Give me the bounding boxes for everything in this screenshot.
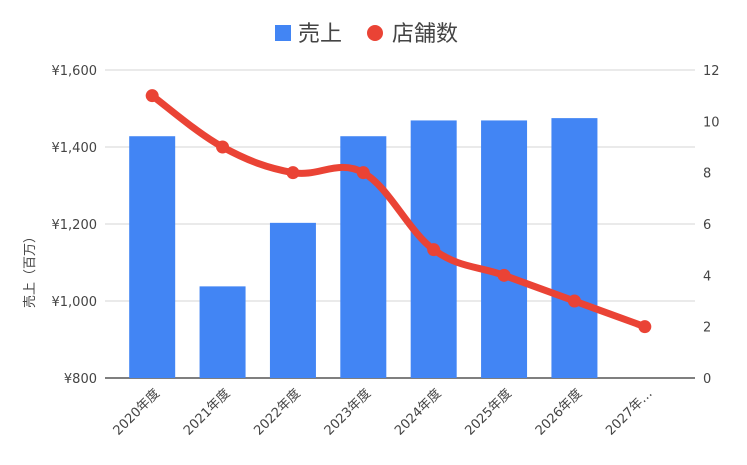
bar-2 [199, 286, 246, 378]
y-right-tick-label: 2 [703, 321, 711, 336]
gridlines [105, 69, 695, 379]
x-tick-label: 2027年… [603, 386, 655, 438]
line-point-5 [427, 243, 441, 257]
y-right-tick-label: 0 [703, 372, 711, 387]
x-tick-label: 2025年度 [462, 386, 515, 439]
legend-swatch-stores [367, 25, 383, 41]
line-series [145, 89, 652, 334]
x-tick-label: 2024年度 [391, 386, 444, 439]
y-right-tick-label: 10 [703, 115, 720, 130]
x-tick-label: 2026年度 [532, 386, 585, 439]
bar-1 [129, 136, 176, 378]
line-point-6 [497, 268, 511, 282]
x-tick-label: 2023年度 [321, 386, 374, 439]
x-tick-label: 2022年度 [251, 386, 304, 439]
y-left-tick-label: ¥1,200 [52, 218, 98, 233]
legend-swatch-sales [275, 25, 291, 41]
legend-label-stores: 店舗数 [392, 22, 458, 47]
line-point-4 [356, 166, 370, 180]
line-point-1 [145, 89, 159, 103]
legend-label-sales: 売上 [298, 22, 342, 47]
y-right-tick-label: 8 [703, 167, 711, 182]
y-axis-title: 売上（百万） [22, 230, 38, 308]
bar-7 [551, 118, 598, 378]
line-point-2 [216, 140, 230, 154]
y-left-tick-label: ¥1,400 [52, 141, 98, 156]
x-tick-label: 2020年度 [110, 386, 163, 439]
y-left-tick-label: ¥800 [64, 372, 97, 387]
line-point-7 [567, 294, 581, 308]
line-point-8 [638, 320, 652, 334]
y-right-tick-label: 4 [703, 269, 711, 284]
y-left-tick-label: ¥1,000 [52, 295, 98, 310]
bar-series [129, 118, 598, 378]
y-left-tick-label: ¥1,600 [52, 64, 98, 79]
y-right-tick-label: 12 [703, 64, 720, 79]
x-tick-label: 2021年度 [180, 386, 233, 439]
line-point-3 [286, 166, 300, 180]
legend: 売上 店舗数 [275, 22, 458, 47]
y-right-tick-label: 6 [703, 218, 711, 233]
bar-6 [481, 120, 528, 378]
bar-3 [269, 222, 316, 378]
